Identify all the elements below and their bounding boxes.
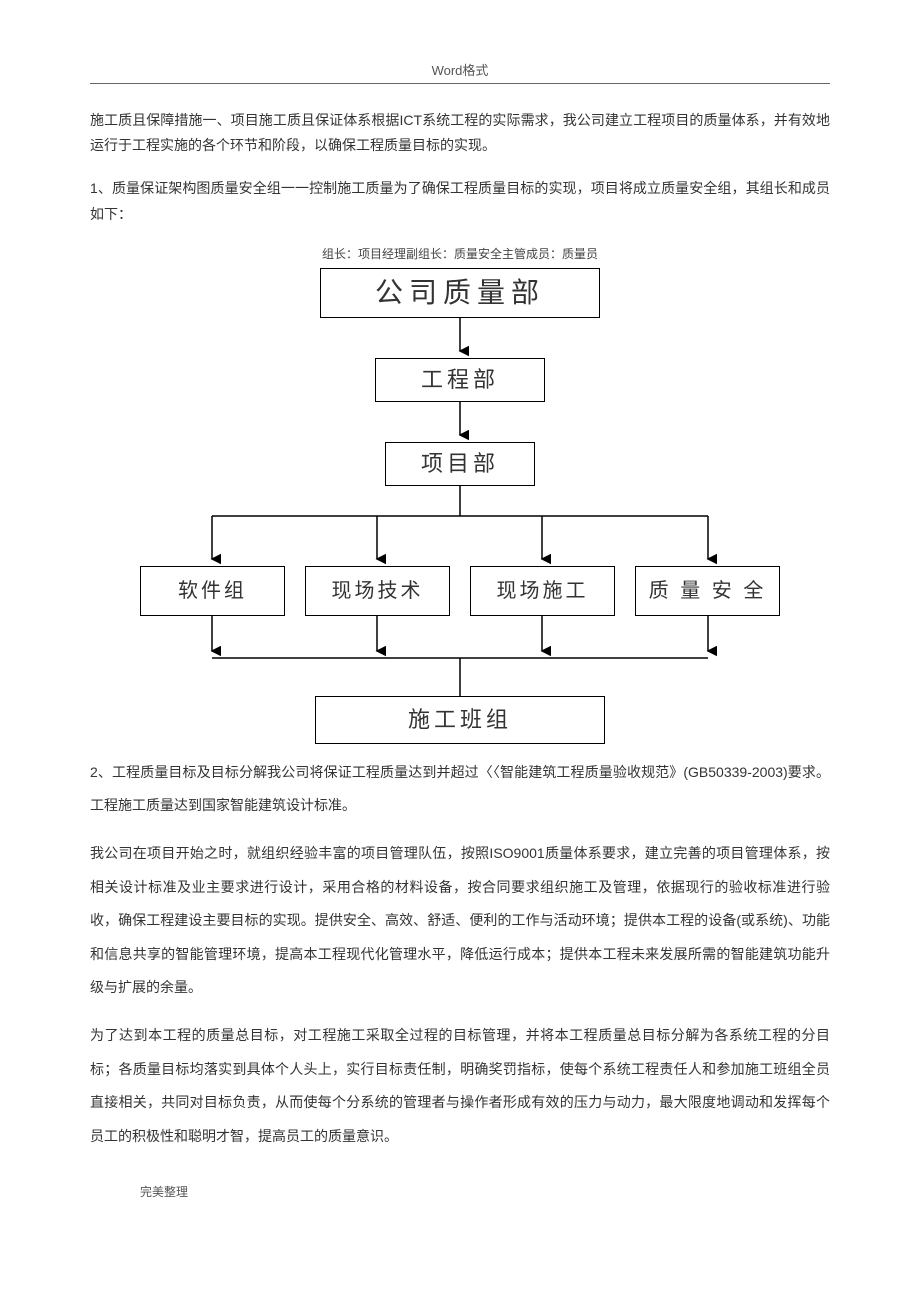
node-project: 项目部: [385, 442, 535, 486]
fanout-project-to-row: [140, 486, 780, 566]
flowchart-top-column: 公司质量部 工程部 项目部: [140, 268, 780, 486]
header-divider: [90, 83, 830, 84]
arrow-company-to-eng: [450, 318, 470, 358]
node-engineering: 工程部: [375, 358, 545, 402]
org-flowchart: 公司质量部 工程部 项目部 软件组 现场技术 现场施工 质 量 安 全: [140, 268, 780, 744]
node-software-group: 软件组: [140, 566, 285, 616]
intro-paragraph-1: 施工质且保障措施一、项目施工质且保证体系根据ICT系统工程的实际需求，我公司建立…: [90, 108, 830, 158]
intro-paragraph-2: 1、质量保证架构图质量安全组一一控制施工质量为了确保工程质量目标的实现，项目将成…: [90, 176, 830, 226]
node-company-quality: 公司质量部: [320, 268, 600, 318]
node-construction-team: 施工班组: [315, 696, 605, 744]
flowchart-caption: 组长：项目经理副组长：质量安全主管成员：质量员: [90, 245, 830, 262]
body-paragraph-3: 2、工程质量目标及目标分解我公司将保证工程质量达到并超过〈〈智能建筑工程质量验收…: [90, 756, 830, 823]
arrow-eng-to-project: [450, 402, 470, 442]
node-site-tech: 现场技术: [305, 566, 450, 616]
node-quality-safety: 质 量 安 全: [635, 566, 780, 616]
flowchart-middle-row: 软件组 现场技术 现场施工 质 量 安 全: [140, 566, 780, 616]
fanin-row-to-team: [140, 616, 780, 696]
body-paragraph-5: 为了达到本工程的质量总目标，对工程施工采取全过程的目标管理，并将本工程质量总目标…: [90, 1019, 830, 1153]
header-format-label: Word格式: [90, 60, 830, 79]
body-paragraph-4: 我公司在项目开始之时，就组织经验丰富的项目管理队伍，按照ISO9001质量体系要…: [90, 837, 830, 1005]
node-site-construction: 现场施工: [470, 566, 615, 616]
flowchart-bottom-row: 施工班组: [140, 696, 780, 744]
footer-note: 完美整理: [140, 1183, 830, 1200]
